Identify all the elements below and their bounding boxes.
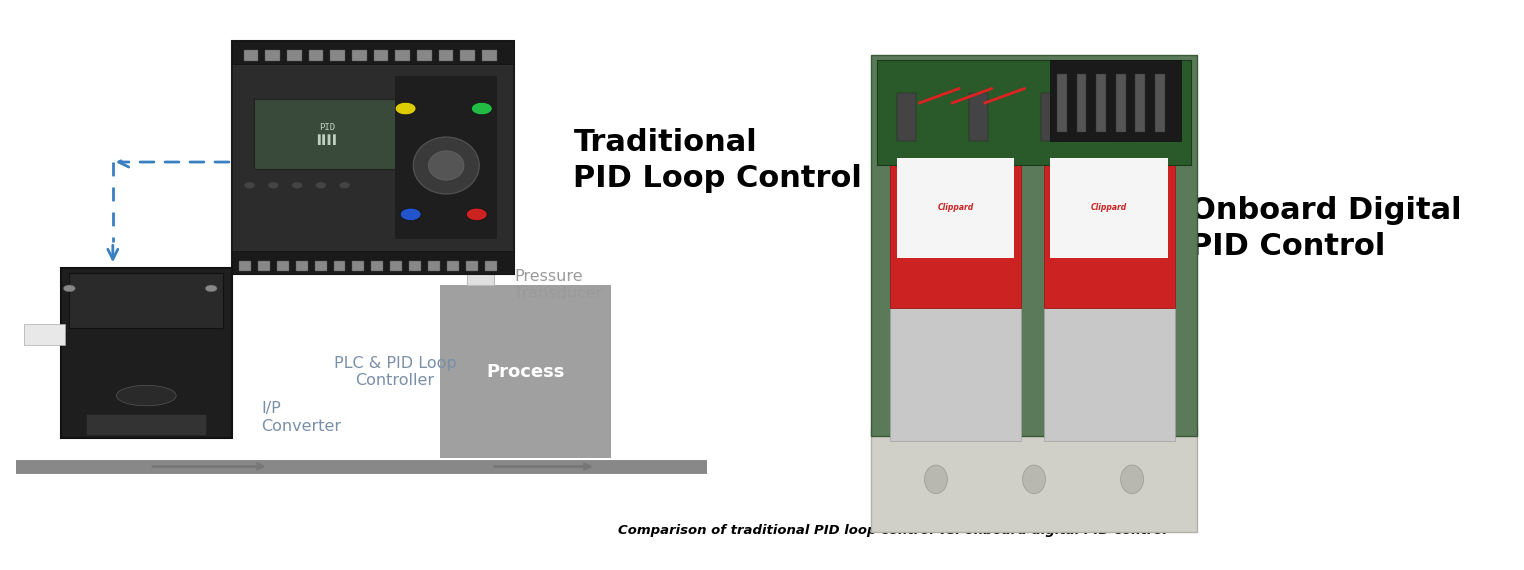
Bar bbox=[87, 414, 206, 435]
Bar bbox=[896, 93, 916, 141]
Bar bbox=[239, 260, 251, 271]
Text: PLC & PID Loop
Controller: PLC & PID Loop Controller bbox=[334, 356, 457, 388]
Ellipse shape bbox=[401, 208, 421, 221]
Text: Clippard: Clippard bbox=[1091, 203, 1128, 212]
Ellipse shape bbox=[428, 151, 463, 180]
Text: PID
▌▌▌▌: PID ▌▌▌▌ bbox=[317, 124, 338, 145]
Text: Clippard: Clippard bbox=[937, 203, 974, 212]
Ellipse shape bbox=[268, 182, 279, 189]
Bar bbox=[896, 158, 1015, 258]
Text: Traditional
PID Loop Control: Traditional PID Loop Control bbox=[573, 128, 863, 193]
Bar bbox=[61, 268, 232, 438]
Ellipse shape bbox=[1023, 465, 1045, 494]
Bar bbox=[308, 50, 323, 61]
Bar bbox=[468, 206, 494, 285]
Ellipse shape bbox=[315, 182, 326, 189]
Bar bbox=[439, 50, 454, 61]
Bar bbox=[244, 50, 259, 61]
Bar bbox=[334, 260, 346, 271]
Bar bbox=[1116, 74, 1126, 132]
Bar bbox=[870, 427, 1198, 532]
Bar bbox=[395, 50, 410, 61]
Bar bbox=[890, 308, 1021, 441]
Ellipse shape bbox=[293, 182, 302, 189]
Ellipse shape bbox=[468, 203, 494, 207]
Bar bbox=[277, 260, 288, 271]
Ellipse shape bbox=[471, 102, 492, 115]
Bar bbox=[373, 50, 389, 61]
Bar bbox=[372, 260, 383, 271]
Text: Pressure
Transducer: Pressure Transducer bbox=[514, 269, 602, 301]
Bar bbox=[1058, 74, 1067, 132]
Bar bbox=[428, 260, 440, 271]
Ellipse shape bbox=[64, 285, 75, 292]
Ellipse shape bbox=[206, 285, 216, 292]
Bar bbox=[1041, 93, 1061, 141]
Bar bbox=[1050, 70, 1167, 108]
Bar bbox=[1113, 93, 1132, 141]
Bar bbox=[870, 55, 1198, 437]
Bar bbox=[408, 260, 421, 271]
Bar bbox=[418, 50, 431, 61]
Bar bbox=[255, 99, 401, 169]
Bar bbox=[1044, 308, 1175, 441]
Bar bbox=[24, 324, 66, 344]
Bar bbox=[878, 60, 1190, 165]
Bar bbox=[1155, 74, 1164, 132]
Ellipse shape bbox=[395, 102, 416, 115]
Ellipse shape bbox=[244, 182, 255, 189]
Bar bbox=[466, 260, 477, 271]
Bar bbox=[1050, 60, 1181, 141]
Bar bbox=[232, 41, 514, 274]
Text: I/P
Converter: I/P Converter bbox=[262, 401, 341, 434]
Bar bbox=[352, 50, 367, 61]
Bar bbox=[390, 260, 402, 271]
Ellipse shape bbox=[466, 208, 488, 221]
Text: Comparison of traditional PID loop control vs. onboard digital PID control: Comparison of traditional PID loop contr… bbox=[619, 524, 1167, 538]
Bar bbox=[896, 70, 1015, 108]
Bar bbox=[460, 50, 475, 61]
Text: Process: Process bbox=[486, 363, 564, 381]
Bar bbox=[485, 260, 497, 271]
Bar bbox=[70, 273, 223, 328]
Bar bbox=[482, 50, 497, 61]
Bar bbox=[352, 260, 364, 271]
Ellipse shape bbox=[1120, 465, 1143, 494]
Bar bbox=[232, 251, 514, 274]
Bar bbox=[232, 41, 514, 64]
Bar bbox=[447, 260, 459, 271]
Bar bbox=[265, 50, 280, 61]
Bar bbox=[1076, 74, 1087, 132]
Ellipse shape bbox=[925, 465, 948, 494]
Bar bbox=[296, 260, 308, 271]
Ellipse shape bbox=[413, 137, 479, 194]
Bar bbox=[969, 93, 988, 141]
Text: Onboard Digital
PID Control: Onboard Digital PID Control bbox=[1190, 196, 1462, 260]
Bar bbox=[258, 260, 270, 271]
Bar bbox=[395, 76, 497, 239]
Bar bbox=[314, 260, 326, 271]
Ellipse shape bbox=[116, 385, 177, 406]
Bar bbox=[440, 285, 611, 458]
Bar bbox=[1096, 74, 1106, 132]
Bar bbox=[1135, 74, 1145, 132]
Bar bbox=[287, 50, 302, 61]
Bar bbox=[1044, 108, 1175, 308]
Bar bbox=[331, 50, 344, 61]
Bar bbox=[890, 108, 1021, 308]
Ellipse shape bbox=[340, 182, 351, 189]
Bar bbox=[1050, 158, 1167, 258]
